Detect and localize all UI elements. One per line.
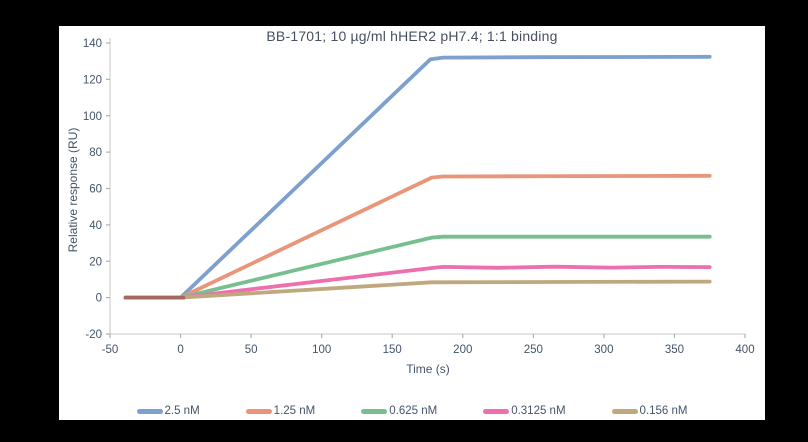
y-tick-label: 120	[83, 74, 102, 86]
legend-item-0-156-nM: 0.156 nM	[611, 405, 688, 417]
y-tick-label: 80	[89, 147, 102, 159]
y-tick-label: 60	[89, 184, 102, 196]
x-tick-label: 50	[245, 344, 258, 356]
series-line-0-3125-nM	[123, 264, 712, 300]
legend-label: 0.625 nM	[389, 405, 438, 417]
legend-label: 0.3125 nM	[511, 405, 566, 417]
y-tick-label: 20	[89, 256, 102, 268]
legend-item-0-3125-nM: 0.3125 nM	[483, 405, 566, 417]
y-tick-label: 40	[89, 220, 102, 232]
legend-item-2-5-nM: 2.5 nM	[136, 405, 200, 417]
legend-label: 2.5 nM	[164, 405, 200, 417]
y-tick-label: 0	[96, 293, 102, 305]
x-tick-label: 200	[453, 344, 472, 356]
legend-item-0-625-nM: 0.625 nM	[361, 405, 437, 417]
x-tick-label: 100	[312, 344, 331, 356]
x-tick-label: 400	[735, 344, 754, 356]
x-tick-label: 250	[524, 344, 543, 356]
legend-marker	[483, 408, 510, 414]
y-tick-label: -20	[85, 329, 102, 341]
legend-label: 0.156 nM	[639, 405, 688, 417]
chart-title: BB-1701; 10 µg/ml hHER2 pH7.4; 1:1 bindi…	[266, 28, 558, 44]
legend-marker	[361, 408, 388, 414]
legend: 2.5 nM 1.25 nM 0.625 nM 0.3125 nM 0.156 nM	[59, 402, 765, 420]
x-axis-label: Time (s)	[406, 362, 450, 376]
legend-label: 1.25 nM	[273, 405, 316, 417]
legend-item-1-25-nM: 1.25 nM	[245, 405, 316, 417]
y-tick-label: 140	[83, 38, 102, 50]
x-tick-label: 350	[665, 344, 684, 356]
x-tick-label: -50	[102, 344, 119, 356]
chart-panel: BB-1701; 10 µg/ml hHER2 pH7.4; 1:1 bindi…	[59, 26, 765, 420]
x-tick-label: 300	[594, 344, 613, 356]
x-tick-label: 150	[383, 344, 402, 356]
legend-marker	[611, 408, 638, 414]
plot-area: -20 0 20 40 60 80 100 120 140 -50 0 50 100 150 200 250 3…	[83, 38, 755, 356]
legend-marker	[136, 408, 163, 414]
x-tick-label: 0	[177, 344, 183, 356]
y-tick-label: 100	[83, 111, 102, 123]
legend-marker	[245, 408, 272, 414]
